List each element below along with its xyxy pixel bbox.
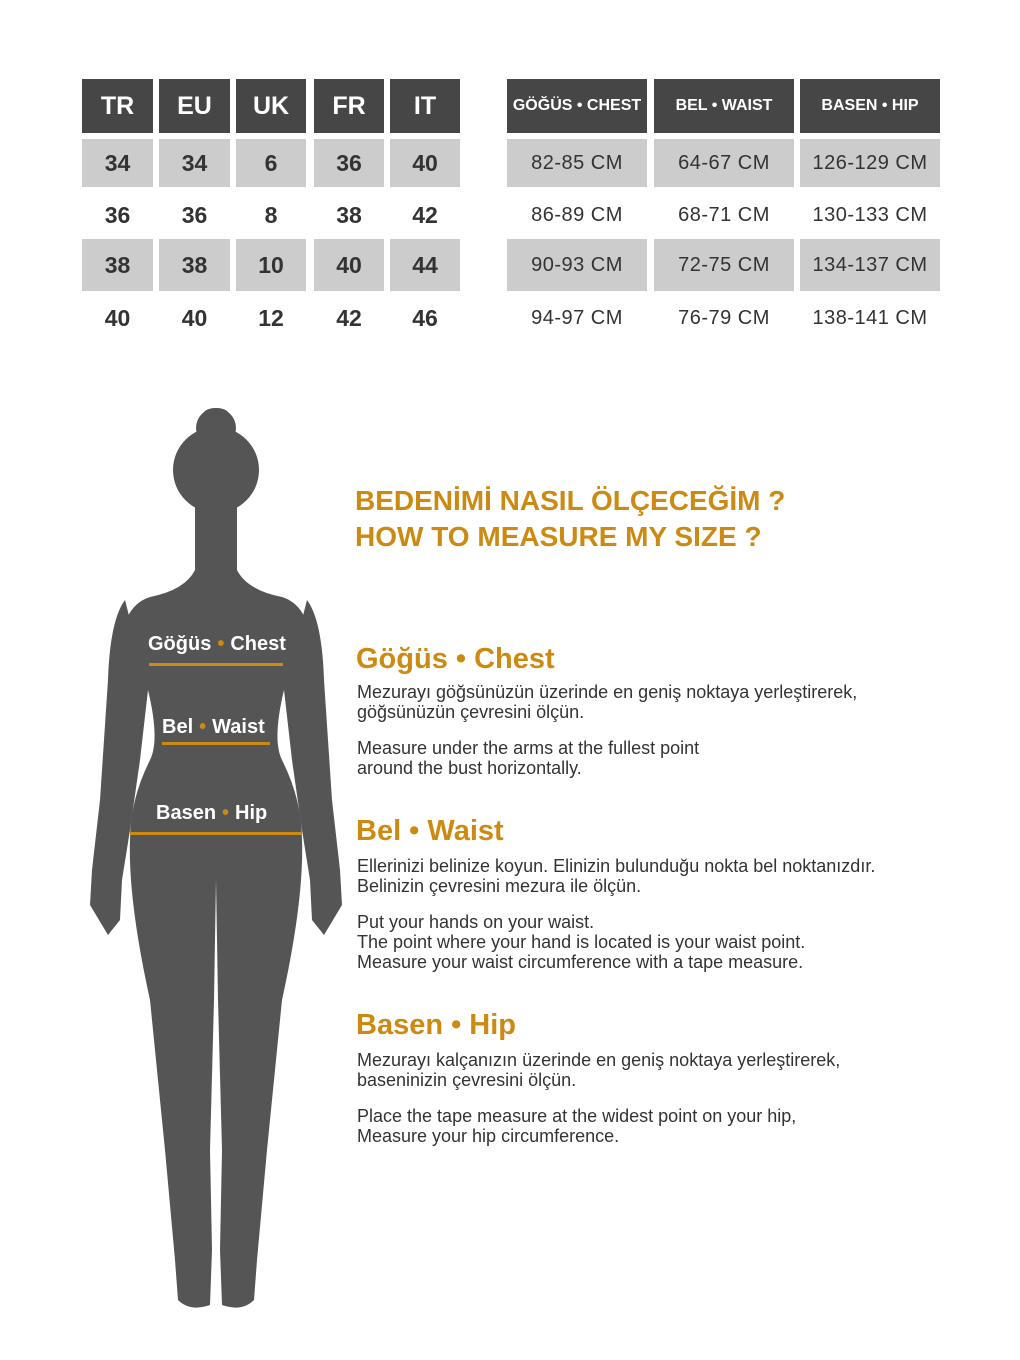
- table-cell: 40: [181, 304, 208, 331]
- waist-section-title: Bel • Waist: [356, 815, 504, 847]
- hip-label-en: Hip: [235, 802, 268, 824]
- dot-icon: •: [199, 716, 207, 738]
- waist-body-label: Bel • Waist: [162, 716, 265, 739]
- silhouette-head: [173, 427, 259, 513]
- chest-label-en: Chest: [230, 633, 286, 655]
- waist-label-en: Waist: [212, 716, 265, 738]
- silhouette-right-arm: [284, 600, 342, 935]
- waist-text-tr: Ellerinizi belinize koyun. Elinizin bulu…: [357, 856, 876, 896]
- silhouette-left-arm: [90, 600, 148, 935]
- table-cell: 72-75 CM: [654, 239, 794, 291]
- table-cell: 130-133 CM: [812, 203, 928, 226]
- waist-line: [162, 742, 270, 745]
- dot-icon: •: [217, 633, 225, 655]
- header-cell: BEL • WAIST: [654, 79, 794, 133]
- table-cell: 94-97 CM: [531, 306, 623, 329]
- chest-text-en: Measure under the arms at the fullest po…: [357, 738, 700, 778]
- header-cell: UK: [236, 79, 306, 133]
- table-cell: 134-137 CM: [800, 239, 940, 291]
- table-cell: 86-89 CM: [531, 203, 623, 226]
- table-cell: 126-129 CM: [800, 139, 940, 187]
- table-cell: 138-141 CM: [812, 306, 928, 329]
- question-en: HOW TO MEASURE MY SIZE ?: [355, 521, 762, 552]
- table-cell: 90-93 CM: [507, 239, 647, 291]
- table-cell: 42: [336, 304, 362, 331]
- table-cell: 34: [159, 139, 230, 187]
- header-cell: GÖĞÜS • CHEST: [507, 79, 647, 133]
- chest-line: [149, 663, 283, 666]
- chest-text-tr: Mezurayı göğsünüzün üzerinde en geniş no…: [357, 682, 858, 722]
- table-cell: 76-79 CM: [678, 306, 770, 329]
- table-cell: 34: [82, 139, 153, 187]
- waist-text-en: Put your hands on your waist. The point …: [357, 912, 806, 972]
- table-cell: 10: [236, 239, 306, 291]
- header-cell: IT: [390, 79, 460, 133]
- table-cell: 40: [104, 304, 131, 331]
- table-cell: 46: [412, 304, 438, 331]
- table-cell: 6: [236, 139, 306, 187]
- hip-line: [130, 832, 302, 835]
- table-cell: 38: [159, 239, 230, 291]
- table-cell: 40: [314, 239, 384, 291]
- silhouette-torso: [122, 505, 310, 1308]
- hip-text-tr: Mezurayı kalçanızın üzerinde en geniş no…: [357, 1050, 841, 1090]
- table-cell: 40: [390, 139, 460, 187]
- header-cell: EU: [159, 79, 230, 133]
- table-cell: 64-67 CM: [654, 139, 794, 187]
- chest-section-title: Göğüs • Chest: [356, 643, 555, 675]
- header-cell: BASEN • HIP: [800, 79, 940, 133]
- chest-body-label: Göğüs • Chest: [148, 633, 286, 656]
- header-cell: FR: [314, 79, 384, 133]
- table-cell: 8: [264, 201, 278, 228]
- header-cell: TR: [82, 79, 153, 133]
- silhouette-bun: [196, 408, 236, 448]
- question-tr: BEDENİMİ NASIL ÖLÇECEĞİM ?: [355, 485, 786, 516]
- waist-label-tr: Bel: [162, 716, 194, 738]
- table-cell: 36: [314, 139, 384, 187]
- table-cell: 36: [181, 201, 208, 228]
- hip-text-en: Place the tape measure at the widest poi…: [357, 1106, 797, 1146]
- table-cell: 42: [412, 201, 438, 228]
- table-cell: 36: [104, 201, 131, 228]
- dot-icon: •: [222, 802, 230, 824]
- table-cell: 82-85 CM: [507, 139, 647, 187]
- chest-label-tr: Göğüs: [148, 633, 212, 655]
- hip-label-tr: Basen: [156, 802, 217, 824]
- hip-body-label: Basen • Hip: [156, 802, 267, 825]
- table-cell: 38: [336, 201, 362, 228]
- table-cell: 38: [82, 239, 153, 291]
- table-cell: 68-71 CM: [678, 203, 770, 226]
- table-cell: 44: [390, 239, 460, 291]
- table-cell: 12: [258, 304, 284, 331]
- hip-section-title: Basen • Hip: [356, 1009, 517, 1041]
